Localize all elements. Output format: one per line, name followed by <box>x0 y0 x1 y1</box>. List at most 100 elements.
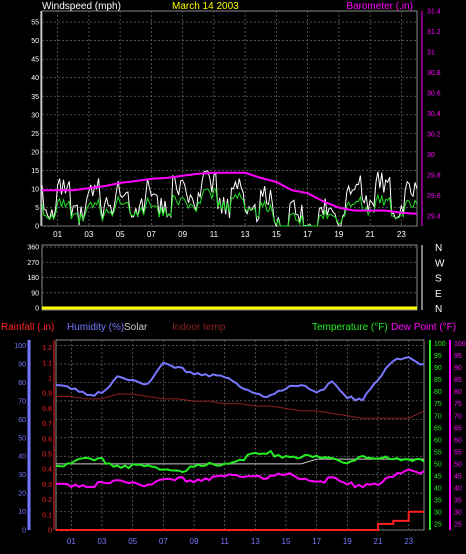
rainfall-tick: 1 <box>48 376 52 383</box>
humidity-tick: 20 <box>18 491 26 498</box>
hour-tick: 21 <box>374 537 383 546</box>
temperature-tick: 30 <box>434 509 442 516</box>
direction-compass-tick: N <box>435 304 442 315</box>
wind-baro-series <box>41 170 418 228</box>
temperature-tick: 40 <box>434 485 442 492</box>
rainfall-tick: 0.6 <box>42 436 52 443</box>
wind-tick: 30 <box>31 112 39 119</box>
dewpoint-tick: 45 <box>454 473 462 480</box>
humidity-tick: 30 <box>18 472 26 479</box>
rainfall-tick: 0.8 <box>42 406 52 413</box>
barometer-tick: 30 <box>427 152 435 159</box>
hour-tick: 05 <box>116 230 125 239</box>
barometer-line <box>42 171 418 215</box>
rainfall-tick: 0 <box>48 528 52 535</box>
dewpoint-tick: 25 <box>454 521 462 528</box>
temperature-tick: 55 <box>434 449 442 456</box>
barometer-tick: 29.8 <box>427 172 441 179</box>
temperature-tick: 75 <box>434 401 442 408</box>
hour-tick: 01 <box>53 230 62 239</box>
barometer-tick: 29.4 <box>427 213 441 220</box>
dewpoint-tick: 40 <box>454 485 462 492</box>
humidity-tick: 40 <box>18 454 26 461</box>
direction-degree-tick: 90 <box>31 290 39 297</box>
temperature-tick: 60 <box>434 437 442 444</box>
wind-tick: 25 <box>31 131 39 138</box>
barometer-tick: 31.4 <box>427 9 441 16</box>
wind-line <box>41 170 418 228</box>
rainfall-tick: 1.2 <box>42 345 52 352</box>
humidity-tick: 60 <box>18 417 26 424</box>
dewpoint-tick: 100 <box>454 341 466 348</box>
direction-degree-tick: 180 <box>27 275 39 282</box>
gust-line <box>41 188 418 227</box>
humidity-tick: 80 <box>18 380 26 387</box>
wind-tick-labels: 0 5 10 15 20 25 30 35 40 45 50 55 <box>31 11 42 231</box>
hour-tick: 05 <box>128 537 137 546</box>
humidity-tick: 100 <box>14 343 26 350</box>
temperature-tick: 45 <box>434 473 442 480</box>
wind-tick: 20 <box>31 149 39 156</box>
temperature-tick: 25 <box>434 521 442 528</box>
rainfall-tick: 0.2 <box>42 497 52 504</box>
temperature-tick: 95 <box>434 353 442 360</box>
barometer-tick: 30.6 <box>427 90 441 97</box>
direction-degree-tick: 360 <box>27 245 39 252</box>
temperature-tick: 85 <box>434 377 442 384</box>
indoor-temp-label: Indoor temp <box>172 322 226 333</box>
climate-plot-area <box>55 339 425 531</box>
humidity-tick: 10 <box>18 509 26 516</box>
temperature-tick: 90 <box>434 365 442 372</box>
climate-series <box>55 356 425 531</box>
temperature-axis-label: Temperature (°F) <box>312 322 388 333</box>
hour-tick: 03 <box>84 230 93 239</box>
hour-tick: 09 <box>178 230 187 239</box>
barometer-tick-labels: 29.4 29.6 29.8 30 30.2 30.4 30.6 30.8 31 31.2 31.4 <box>421 9 441 226</box>
climate-panel: Rainfall (.in) Humidity (%) Solar Indoor… <box>1 322 466 546</box>
dewpoint-tick-labels: 25 30 35 40 45 50 55 60 65 70 75 80 85 90 95 100 <box>449 340 466 530</box>
hour-tick: 17 <box>312 537 321 546</box>
chart-date-title: March 14 2003 <box>172 1 239 12</box>
rainfall-tick: 0.5 <box>42 452 52 459</box>
humidity-tick-labels: 0 10 20 30 40 50 60 70 80 90 100 <box>14 340 31 535</box>
dewpoint-tick: 80 <box>454 389 462 396</box>
wind-tick: 15 <box>31 168 39 175</box>
temperature-tick: 70 <box>434 413 442 420</box>
hour-tick: 23 <box>397 230 406 239</box>
wind-tick: 45 <box>31 57 39 64</box>
wind-baro-panel: Windspeed (mph) March 14 2003 Barometer … <box>31 1 441 239</box>
temperature-line <box>55 449 425 474</box>
dewpoint-tick: 60 <box>454 437 462 444</box>
hour-tick: 09 <box>190 537 199 546</box>
humidity-tick: 90 <box>18 361 26 368</box>
dewpoint-tick: 90 <box>454 365 462 372</box>
hour-tick: 11 <box>210 230 219 239</box>
dewpoint-tick: 35 <box>454 497 462 504</box>
wind-tick: 0 <box>35 224 39 231</box>
wind-tick: 50 <box>31 38 39 45</box>
hour-tick: 01 <box>67 537 76 546</box>
temperature-tick: 80 <box>434 389 442 396</box>
dewpoint-tick: 75 <box>454 401 462 408</box>
temperature-tick: 65 <box>434 425 442 432</box>
hour-tick: 21 <box>366 230 375 239</box>
direction-degree-tick: 270 <box>27 260 39 267</box>
humidity-tick: 0 <box>22 528 26 535</box>
direction-compass-tick: E <box>435 289 442 300</box>
hour-tick: 15 <box>272 230 281 239</box>
temperature-tick: 50 <box>434 461 442 468</box>
rainfall-tick: 0.9 <box>42 391 52 398</box>
direction-compass-tick: N <box>435 243 442 254</box>
barometer-tick: 30.4 <box>427 111 441 118</box>
humidity-line <box>55 356 425 402</box>
barometer-tick: 30.8 <box>427 70 441 77</box>
rainfall-tick: 0.4 <box>42 467 52 474</box>
rainfall-tick: 0.3 <box>42 482 52 489</box>
hour-tick: 11 <box>221 537 230 546</box>
bottom-hour-tick-labels: 01 03 05 07 09 11 13 15 17 19 21 23 <box>67 537 414 546</box>
barometer-tick: 31.2 <box>427 29 441 36</box>
rainfall-tick: 0.7 <box>42 421 52 428</box>
rainfall-tick-labels: 0 0.1 0.2 0.3 0.4 0.5 0.6 0.7 0.8 0.9 1 1.1 1.2 <box>42 340 55 535</box>
